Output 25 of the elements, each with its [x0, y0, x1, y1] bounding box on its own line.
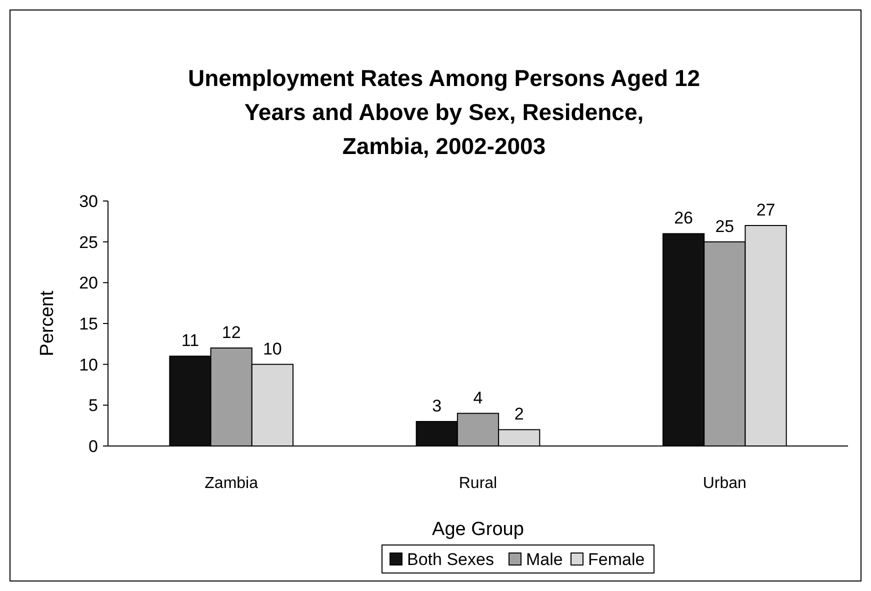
x-tick-label: Zambia — [204, 475, 258, 492]
data-label: 25 — [715, 216, 734, 236]
data-label: 27 — [756, 200, 776, 220]
data-label: 10 — [262, 339, 282, 358]
data-label: 12 — [222, 323, 241, 342]
data-label: 2 — [514, 404, 524, 424]
y-tick-label: 25 — [79, 232, 98, 252]
chart-title: Unemployment Rates Among Persons Aged 12 Years and Above by Sex, Residence, Zambia, 2002-2003 — [188, 65, 700, 159]
x-tick-label: Rural — [458, 475, 498, 492]
legend-label: Female — [588, 550, 645, 569]
y-tick-label: 0 — [88, 437, 98, 456]
y-tick-label: 30 — [79, 192, 98, 211]
y-axis-title: Percent — [37, 290, 58, 356]
y-tick-label: 10 — [79, 355, 98, 374]
y-tick-label: 5 — [88, 396, 98, 416]
y-tick-label: 20 — [79, 274, 98, 293]
x-tick-label: Urban — [702, 475, 746, 492]
legend-label: Both Sexes — [407, 550, 494, 569]
legend-label: Male — [526, 550, 563, 569]
data-label: 11 — [181, 331, 200, 350]
data-label: 3 — [432, 396, 442, 416]
x-axis-title: Age Group — [432, 519, 524, 540]
data-label: 4 — [473, 388, 483, 408]
data-label: 26 — [674, 208, 694, 228]
y-tick-label: 15 — [79, 314, 98, 334]
